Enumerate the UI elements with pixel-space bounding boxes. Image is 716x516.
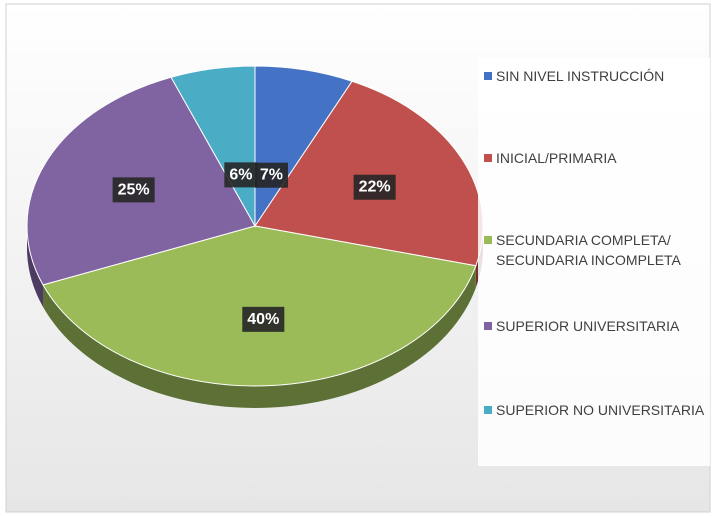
- legend: SIN NIVEL INSTRUCCIÓN INICIAL/PRIMARIA SEC…: [478, 58, 710, 466]
- pie-side: [43, 265, 476, 409]
- legend-item: SIN NIVEL INSTRUCCIÓN: [484, 66, 710, 86]
- legend-label: INICIAL/PRIMARIA: [496, 150, 617, 166]
- legend-label: SUPERIOR NO UNIVERSITARIA: [496, 402, 705, 418]
- data-label-box: [112, 177, 155, 203]
- data-label: 25%: [118, 181, 150, 198]
- legend-swatch: [484, 72, 492, 80]
- legend-swatch: [484, 236, 492, 244]
- data-label: 40%: [247, 311, 279, 328]
- legend-item: SUPERIOR UNIVERSITARIA: [484, 316, 710, 336]
- legend-label: SUPERIOR UNIVERSITARIA: [496, 318, 680, 334]
- data-label: 22%: [359, 179, 391, 196]
- legend-item: INICIAL/PRIMARIA: [484, 148, 710, 168]
- legend-label: SIN NIVEL INSTRUCCIÓN: [496, 68, 665, 84]
- legend-swatch: [484, 322, 492, 330]
- legend-label: SECUNDARIA COMPLETA/ SECUNDARIA INCOMPLE…: [496, 232, 681, 268]
- data-label-box: [242, 306, 285, 332]
- legend-item: SUPERIOR NO UNIVERSITARIA: [484, 400, 710, 420]
- legend-item: SECUNDARIA COMPLETA/ SECUNDARIA INCOMPLE…: [484, 230, 710, 270]
- pie-slice: [42, 225, 477, 387]
- legend-swatch: [484, 154, 492, 162]
- data-label: 7%: [260, 167, 283, 184]
- legend-swatch: [484, 406, 492, 414]
- data-label-box: [224, 162, 258, 188]
- data-label-box: [353, 174, 396, 200]
- pie-side: [27, 226, 44, 307]
- data-label-box: [254, 162, 288, 188]
- data-label: 6%: [229, 166, 252, 183]
